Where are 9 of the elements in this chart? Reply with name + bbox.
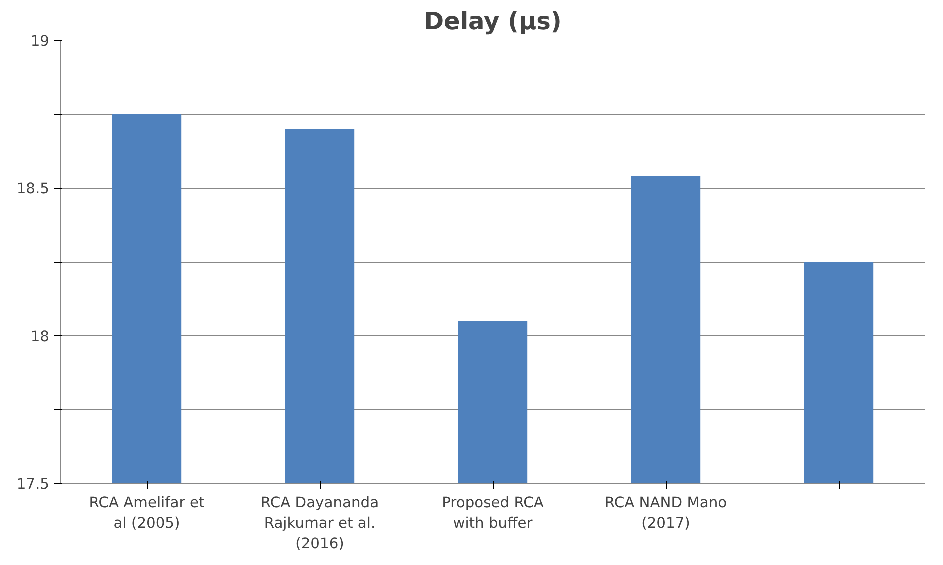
y-tick-label: 18.5 <box>16 180 50 198</box>
x-tick-label: RCA NAND Mano (2017) <box>604 494 728 532</box>
x-tick-label: RCA Dayananda Rajkumar et al. (2016) <box>260 494 380 552</box>
y-tick-label: 18 <box>30 328 50 346</box>
chart-title: Delay (µs) <box>424 8 562 36</box>
y-tick-label: 17.5 <box>16 476 50 493</box>
y-tick-label: 19 <box>30 33 50 50</box>
x-tick-label: Proposed RCA with buffer <box>442 494 544 532</box>
x-tick-label: RCA Amelifar et al (2005) <box>89 494 205 532</box>
